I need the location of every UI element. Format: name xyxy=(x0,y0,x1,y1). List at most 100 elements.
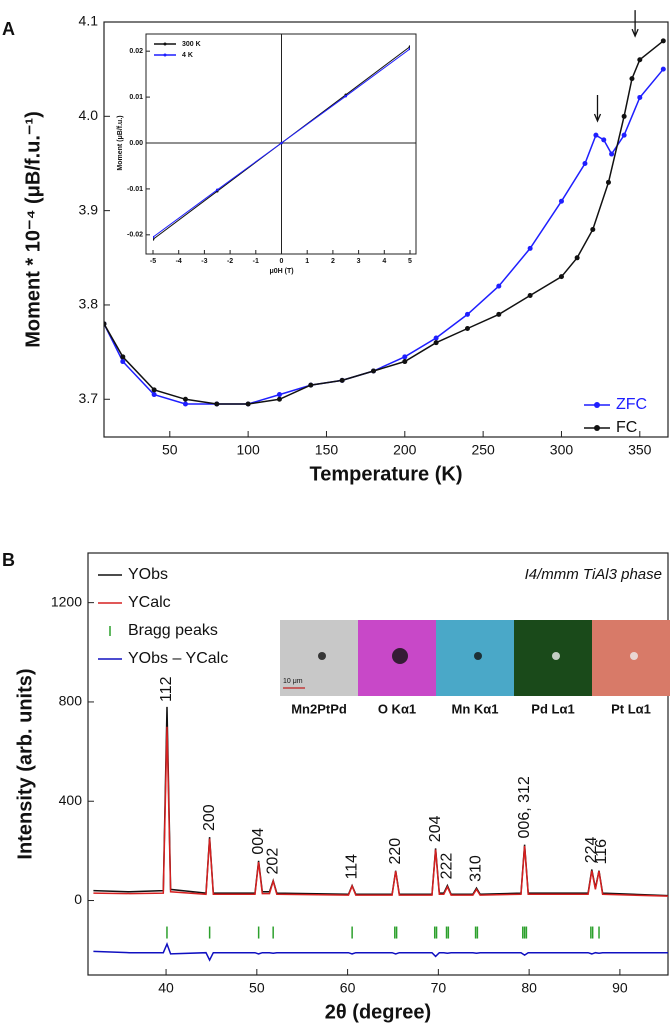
data-point xyxy=(182,396,188,402)
chart: -5 -4 -3 -2 -1 0 1 2 3 4 5 -0.02 -0.01 0.00 0.01 0.02 μ0… xyxy=(117,33,417,275)
data-point xyxy=(637,57,643,63)
y-tick-label: 4.1 xyxy=(79,13,99,29)
y-tick-label: 3.9 xyxy=(79,201,99,217)
data-point xyxy=(582,160,588,166)
peak-label: 006, 312 xyxy=(516,776,533,838)
data-point xyxy=(408,47,410,51)
chart: 40 50 60 70 80 90 0 400 800 1200 2θ (degree) Intens… xyxy=(2,550,670,1023)
y-axis-label: Intensity (arb. units) xyxy=(14,668,36,859)
map-label: Pd Lα1 xyxy=(531,701,574,716)
chart: 50 100 150 200 250 300 3503.73.83.94.04.1Tempe… xyxy=(2,10,669,485)
scale-bar-label: 10 μm xyxy=(283,678,303,685)
x-tick-label: 300 xyxy=(550,442,574,458)
y-tick-label: 4.0 xyxy=(79,107,99,123)
legend-label: ZFC xyxy=(616,396,647,413)
x-tick-label: 1 xyxy=(305,258,309,265)
x-tick-label: 5 xyxy=(408,258,412,265)
map-spot xyxy=(552,652,560,660)
data-point xyxy=(276,392,282,398)
series-line xyxy=(93,726,668,897)
data-point xyxy=(402,354,408,360)
data-point xyxy=(660,66,666,72)
plot-frame xyxy=(87,552,669,976)
peak-label: 112 xyxy=(158,676,175,702)
x-tick-label: 70 xyxy=(431,980,447,996)
data-point xyxy=(339,377,345,383)
data-point xyxy=(605,179,611,185)
x-tick-label: 60 xyxy=(340,980,356,996)
panel-label: B xyxy=(2,550,15,570)
data-point xyxy=(629,76,635,82)
legend-label: Bragg peaks xyxy=(128,622,218,639)
series-line xyxy=(93,941,668,962)
y-tick-label: 0 xyxy=(74,891,82,907)
x-tick-label: 40 xyxy=(158,980,174,996)
x-tick-label: 50 xyxy=(162,442,178,458)
data-point xyxy=(660,38,666,44)
inset-title: I4/mmm TiAl3 phase xyxy=(525,566,662,583)
legend-label: YObs – YCalc xyxy=(128,650,228,667)
plot-area xyxy=(153,45,410,241)
data-point xyxy=(433,340,439,346)
data-point xyxy=(104,321,107,327)
data-point xyxy=(527,293,533,299)
y-axis-label: Moment (μB/f.u.) xyxy=(117,115,124,170)
legend-label: 4 K xyxy=(182,52,193,59)
series-line xyxy=(93,706,668,897)
arrow xyxy=(593,95,602,123)
legend-label: FC xyxy=(616,419,637,436)
data-point xyxy=(558,198,564,204)
data-point xyxy=(370,368,376,374)
plot-area xyxy=(104,38,666,407)
legend-marker xyxy=(594,425,600,431)
x-tick-label: 0 xyxy=(280,258,284,265)
data-point xyxy=(574,255,580,261)
x-tick-label: 150 xyxy=(315,442,339,458)
y-tick-label: -0.01 xyxy=(127,186,143,193)
y-tick-label: 3.8 xyxy=(79,296,99,312)
legend-marker xyxy=(163,42,167,46)
data-point xyxy=(120,359,126,365)
data-point xyxy=(637,94,643,100)
plot-area xyxy=(93,706,668,962)
x-tick-label: -1 xyxy=(253,258,259,265)
peak-label: 204 xyxy=(427,815,444,842)
y-axis-label: Moment * 10⁻⁴ (μB/f.u.⁻¹) xyxy=(22,111,44,348)
map-label: Mn2PtPd xyxy=(291,701,347,716)
map-spot xyxy=(318,652,326,660)
x-tick-label: 2 xyxy=(331,258,335,265)
plot-frame xyxy=(103,21,669,438)
panel-label: A xyxy=(2,19,15,39)
legend-label: YCalc xyxy=(128,594,171,611)
legend-label: 300 K xyxy=(182,41,201,48)
x-tick-label: -5 xyxy=(150,258,156,265)
data-point xyxy=(527,245,533,251)
x-axis-label: Temperature (K) xyxy=(310,463,463,485)
data-point xyxy=(344,94,348,98)
x-tick-label: 4 xyxy=(382,258,386,265)
x-tick-label: -4 xyxy=(176,258,182,265)
x-tick-label: 250 xyxy=(471,442,495,458)
peak-label: 310 xyxy=(468,855,485,882)
y-tick-label: 3.7 xyxy=(79,390,99,406)
data-point xyxy=(151,387,157,393)
data-point xyxy=(621,113,627,119)
peak-label: 224 xyxy=(583,836,600,863)
x-tick-label: 80 xyxy=(521,980,537,996)
data-point xyxy=(496,283,502,289)
data-point xyxy=(621,132,627,138)
peak-label: 200 xyxy=(201,804,218,831)
data-point xyxy=(408,45,410,48)
y-tick-label: 400 xyxy=(59,792,83,808)
arrow xyxy=(631,10,639,38)
x-axis-label: μ0H (T) xyxy=(269,268,293,275)
data-point xyxy=(464,326,470,332)
data-point xyxy=(214,401,220,407)
x-tick-label: 100 xyxy=(236,442,260,458)
x-tick-label: 3 xyxy=(357,258,361,265)
data-point xyxy=(464,311,470,317)
data-point xyxy=(308,382,314,388)
data-point xyxy=(280,141,283,145)
legend-marker xyxy=(163,53,167,57)
